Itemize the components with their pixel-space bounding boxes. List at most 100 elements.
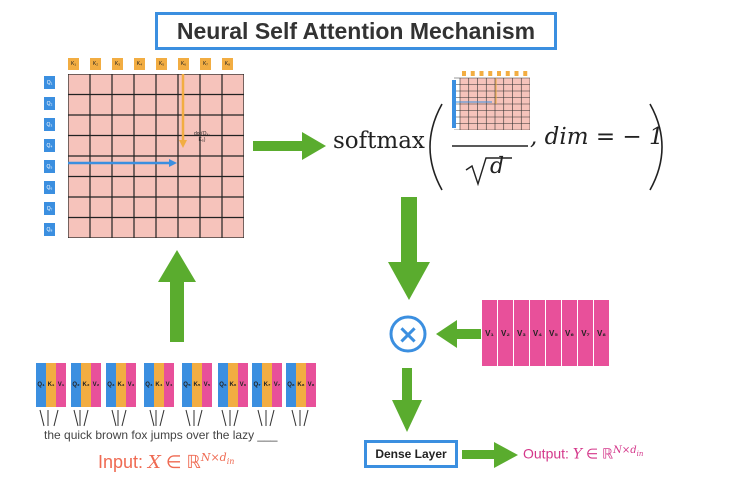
input-label: Input: X ∈ ℝN×din bbox=[98, 451, 235, 473]
token-arrow bbox=[111, 409, 117, 427]
sqrt-d-variable: d bbox=[490, 154, 505, 179]
token-arrow bbox=[291, 409, 297, 427]
token-group: Q₅ K₅ V₅ bbox=[182, 363, 212, 407]
arrow-up-head bbox=[158, 250, 196, 282]
token-cell: K₂ bbox=[81, 363, 91, 407]
token-cell: K₄ bbox=[154, 363, 164, 407]
token-arrow bbox=[159, 409, 165, 427]
attention-grid-lines bbox=[68, 74, 244, 238]
query-cell: Q₁ bbox=[44, 76, 55, 89]
query-cell: Q₇ bbox=[44, 202, 55, 215]
token-arrow bbox=[149, 409, 155, 427]
token-arrow bbox=[233, 409, 239, 427]
key-cell: K₆ bbox=[178, 58, 189, 70]
token-group: Q₈ K₈ V₈ bbox=[286, 363, 316, 407]
value-cell: V₅ bbox=[546, 300, 562, 366]
multiply-symbol: × bbox=[397, 320, 419, 350]
token-cell: Q₁ bbox=[36, 363, 46, 407]
token-cell: V₂ bbox=[91, 363, 101, 407]
key-cell: K₃ bbox=[112, 58, 123, 70]
arrow-to-softmax bbox=[253, 141, 305, 151]
query-cell: Q₈ bbox=[44, 223, 55, 236]
token-group: Q₄ K₄ V₄ bbox=[144, 363, 174, 407]
token-arrow bbox=[221, 409, 227, 427]
token-arrow bbox=[121, 409, 127, 427]
token-arrow bbox=[197, 409, 203, 427]
key-cell: K₅ bbox=[156, 58, 167, 70]
dot-label-line2: K₅) bbox=[198, 137, 206, 143]
arrow-left-head bbox=[436, 320, 457, 348]
softmax-label: softmax bbox=[333, 128, 425, 154]
key-cell: K₄ bbox=[134, 58, 145, 70]
token-cell: V₁ bbox=[56, 363, 66, 407]
multiply-circle bbox=[389, 315, 427, 353]
query-cell: Q₃ bbox=[44, 118, 55, 131]
value-cell: V₁ bbox=[482, 300, 498, 366]
key-cell: K₂ bbox=[90, 58, 101, 70]
token-cell: Q₂ bbox=[71, 363, 81, 407]
token-cell: Q₇ bbox=[252, 363, 262, 407]
query-cell: Q₄ bbox=[44, 139, 55, 152]
dot-label-line1: dot(Q₄, bbox=[194, 131, 210, 137]
token-group: Q₇ K₇ V₇ bbox=[252, 363, 282, 407]
left-paren bbox=[429, 103, 443, 191]
token-cell: V₆ bbox=[238, 363, 248, 407]
key-row: K₁ K₂ K₃ K₄ K₅ K₆ K₇ K₈ bbox=[68, 58, 244, 70]
token-group: Q₂ K₂ V₂ bbox=[71, 363, 101, 407]
value-cell: V₂ bbox=[498, 300, 514, 366]
arrow-dense-head bbox=[392, 400, 422, 432]
token-cell: K₇ bbox=[262, 363, 272, 407]
arrow-down-head bbox=[388, 262, 430, 300]
output-label: Output: Y ∈ ℝN×din bbox=[523, 445, 644, 463]
token-group: Q₆ K₆ V₆ bbox=[218, 363, 248, 407]
token-cell: K₈ bbox=[296, 363, 306, 407]
value-cell: V₆ bbox=[562, 300, 578, 366]
arrow-left-shaft bbox=[455, 329, 481, 339]
arrow-down-shaft bbox=[401, 197, 417, 263]
dense-layer-box: Dense Layer bbox=[364, 440, 458, 468]
token-group: Q₁ K₁ V₁ bbox=[36, 363, 66, 407]
token-cell: V₃ bbox=[126, 363, 136, 407]
token-cell: Q₆ bbox=[218, 363, 228, 407]
query-cell: Q₆ bbox=[44, 181, 55, 194]
token-cell: K₁ bbox=[46, 363, 56, 407]
token-arrow bbox=[303, 409, 309, 427]
token-cell: K₆ bbox=[228, 363, 238, 407]
diagram-title: Neural Self Attention Mechanism bbox=[155, 12, 557, 50]
token-cell: V₇ bbox=[272, 363, 282, 407]
arrow-to-softmax-head bbox=[302, 132, 326, 160]
key-cell: K₇ bbox=[200, 58, 211, 70]
dim-text: , dim = − 1 bbox=[530, 124, 664, 150]
token-arrow bbox=[39, 409, 45, 427]
token-cell: V₅ bbox=[202, 363, 212, 407]
token-group: Q₃ K₃ V₃ bbox=[106, 363, 136, 407]
token-cell: V₄ bbox=[164, 363, 174, 407]
value-cell: V₈ bbox=[594, 300, 610, 366]
query-cell: Q₅ bbox=[44, 160, 55, 173]
mini-grid bbox=[452, 71, 531, 131]
mini-attention-matrix bbox=[452, 70, 531, 131]
value-vectors: V₁ V₂ V₃ V₄ V₅ V₆ V₇ V₈ bbox=[482, 300, 610, 366]
token-arrow bbox=[185, 409, 191, 427]
token-cell: Q₅ bbox=[182, 363, 192, 407]
key-cell: K₁ bbox=[68, 58, 79, 70]
token-cell: Q₄ bbox=[144, 363, 154, 407]
token-cell: K₅ bbox=[192, 363, 202, 407]
token-cell: Q₈ bbox=[286, 363, 296, 407]
token-arrow bbox=[83, 409, 89, 427]
right-paren bbox=[649, 103, 663, 191]
token-cell: Q₃ bbox=[106, 363, 116, 407]
arrow-dense-shaft bbox=[402, 368, 412, 402]
value-cell: V₇ bbox=[578, 300, 594, 366]
token-arrow bbox=[269, 409, 275, 427]
input-sentence: the quick brown fox jumps over the lazy … bbox=[44, 428, 278, 442]
token-cell: V₈ bbox=[306, 363, 316, 407]
value-cell: V₃ bbox=[514, 300, 530, 366]
token-arrow bbox=[73, 409, 79, 427]
arrow-output-shaft bbox=[462, 450, 496, 459]
attention-matrix: K₁ K₂ K₃ K₄ K₅ K₆ K₇ K₈ Q₁ Q₂ Q₃ Q₄ Q₅ Q₆ Q₇ Q₈ dot(Q₄… bbox=[44, 56, 244, 238]
query-column: Q₁ Q₂ Q₃ Q₄ Q₅ Q₆ Q₇ Q₈ bbox=[44, 76, 55, 244]
arrow-up-shaft bbox=[170, 278, 184, 342]
token-arrow bbox=[257, 409, 263, 427]
